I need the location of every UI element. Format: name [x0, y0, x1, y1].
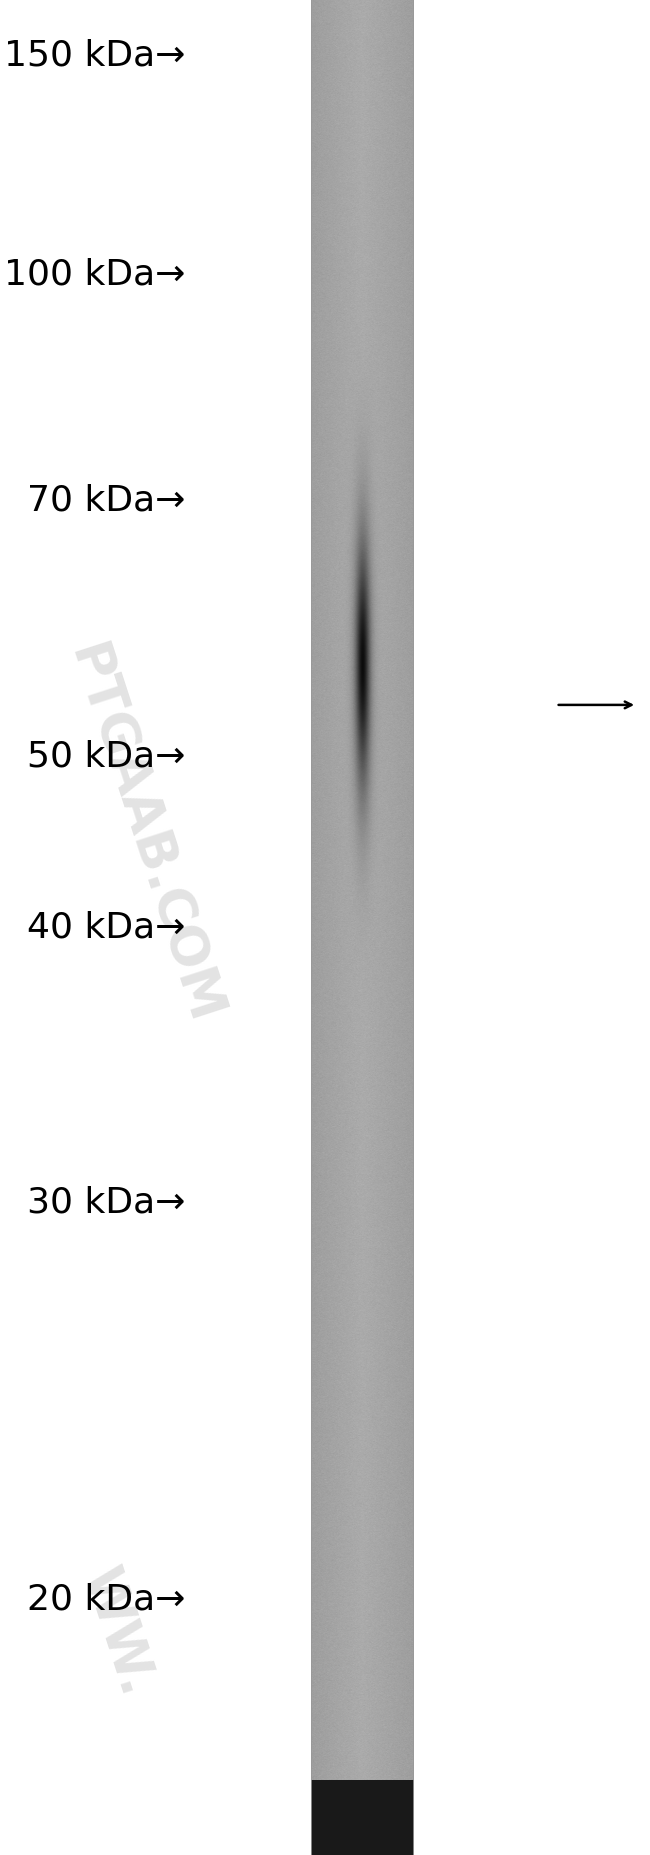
Text: 50 kDa→: 50 kDa→: [27, 740, 185, 774]
Text: 100 kDa→: 100 kDa→: [4, 258, 185, 291]
Text: 30 kDa→: 30 kDa→: [27, 1185, 185, 1219]
Text: PTGAAB.COM: PTGAAB.COM: [57, 638, 229, 1031]
Text: 40 kDa→: 40 kDa→: [27, 911, 185, 944]
Text: WW.: WW.: [72, 1562, 162, 1703]
Text: 20 kDa→: 20 kDa→: [27, 1582, 185, 1616]
Text: 70 kDa→: 70 kDa→: [27, 484, 185, 518]
Text: 150 kDa→: 150 kDa→: [4, 39, 185, 72]
